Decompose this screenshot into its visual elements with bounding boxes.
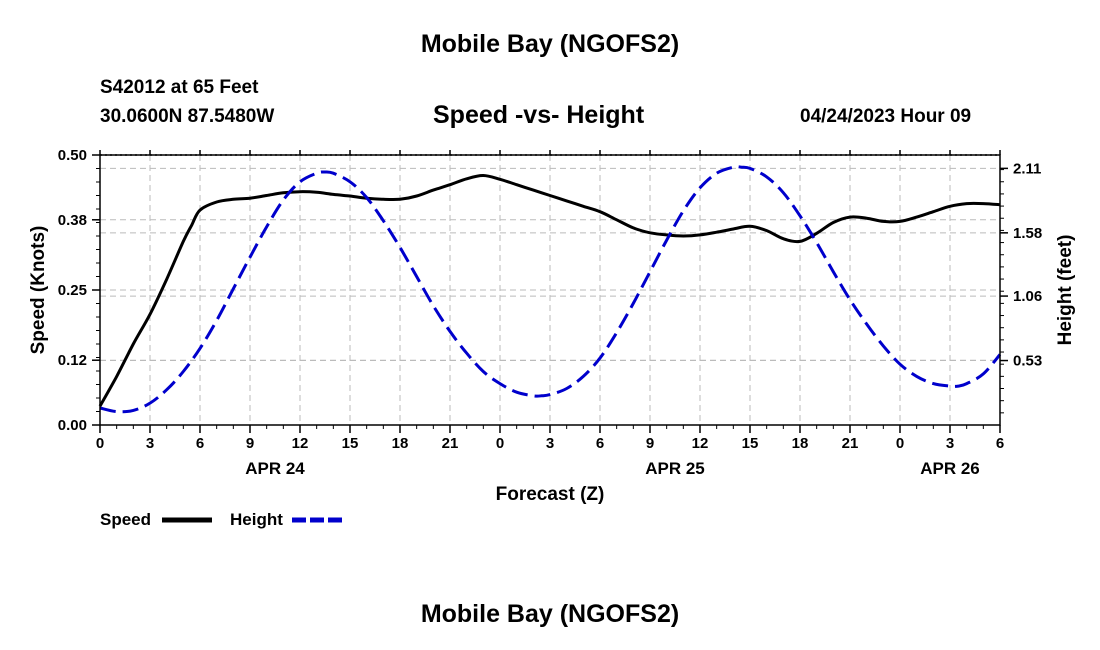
- date-label: APR 26: [920, 459, 980, 478]
- series-line-height: [99, 165, 1002, 414]
- x-tick-label: 6: [996, 435, 1004, 452]
- date-label: APR 25: [645, 459, 705, 478]
- x-tick-label: 21: [842, 435, 859, 452]
- x-tick-label: 12: [692, 435, 709, 452]
- grid: [100, 155, 1000, 425]
- x-tick-label: 6: [596, 435, 604, 452]
- x-tick-label: 15: [742, 435, 759, 452]
- x-axis-label: Forecast (Z): [496, 484, 605, 505]
- y-right-tick-label: 0.53: [1013, 353, 1042, 370]
- x-tick-label: 18: [392, 435, 409, 452]
- chart-title: Speed -vs- Height: [433, 101, 645, 129]
- legend-speed-label: Speed: [100, 510, 151, 529]
- legend-height-label: Height: [230, 510, 283, 529]
- x-tick-label: 0: [496, 435, 504, 452]
- y-right-tick-label: 2.11: [1013, 160, 1041, 177]
- y-left-tick-label: 0.50: [58, 147, 87, 164]
- main-title: Mobile Bay (NGOFS2): [420, 30, 680, 58]
- x-tick-label: 6: [196, 435, 204, 452]
- x-tick-label: 12: [292, 435, 309, 452]
- x-tick-label: 3: [946, 435, 954, 452]
- station-label: S42012 at 65 Feet: [100, 77, 259, 98]
- coordinates-label: 30.0600N 87.5480W: [100, 106, 275, 127]
- x-tick-label: 18: [792, 435, 809, 452]
- axes: 0 3 6 9 12 15 18 21 0 3 6 9 12 15 18 21 0 3 6 APR 24 APR 25 A…: [58, 147, 1042, 478]
- y-axis-label-right: Height (feet): [1055, 235, 1076, 346]
- x-tick-label: 9: [646, 435, 654, 452]
- x-tick-label: 0: [896, 435, 904, 452]
- x-tick-label: 15: [342, 435, 359, 452]
- datetime-label: 04/24/2023 Hour 09: [800, 106, 972, 127]
- bottom-title: Mobile Bay (NGOFS2): [420, 600, 680, 628]
- legend: Speed Height: [100, 510, 342, 529]
- y-axis-label-left: Speed (Knots): [28, 226, 49, 355]
- x-tick-label: 3: [146, 435, 154, 452]
- x-tick-label: 0: [96, 435, 104, 452]
- series-line-speed: [98, 173, 1001, 407]
- y-left-tick-label: 0.12: [58, 352, 87, 369]
- x-tick-label: 21: [442, 435, 459, 452]
- y-left-tick-label: 0.25: [58, 282, 87, 299]
- series-lines: [98, 165, 1002, 414]
- y-left-tick-label: 0.00: [58, 417, 87, 434]
- x-tick-label: 3: [546, 435, 554, 452]
- y-left-tick-label: 0.38: [58, 212, 87, 229]
- x-tick-label: 9: [246, 435, 254, 452]
- date-label: APR 24: [245, 459, 305, 478]
- y-right-tick-label: 1.58: [1013, 225, 1042, 242]
- y-right-tick-label: 1.06: [1013, 288, 1042, 305]
